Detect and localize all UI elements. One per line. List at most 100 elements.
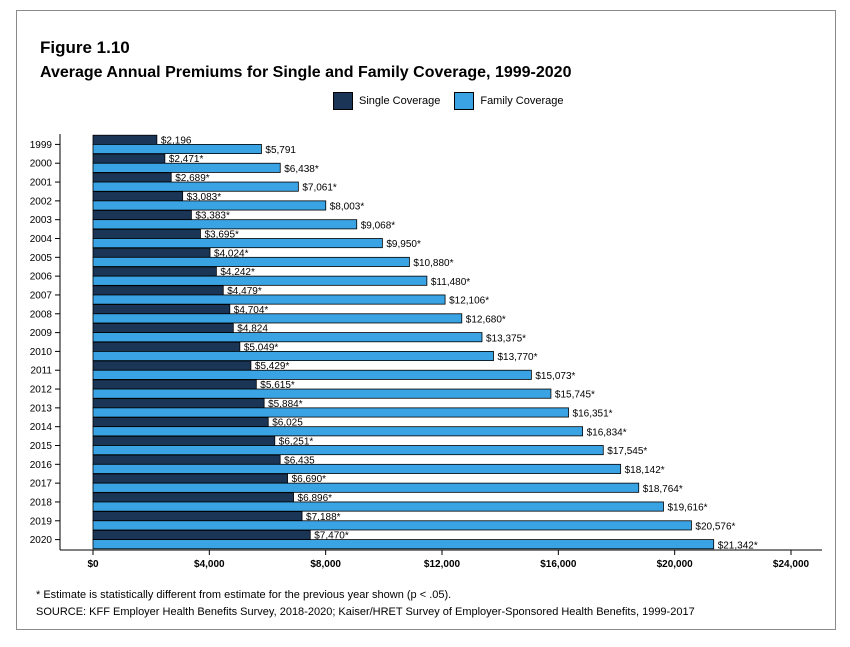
data-label-family: $8,003*: [330, 202, 365, 213]
bar-single-coverage: [92, 454, 281, 465]
bar-chart: $0 $4,000 $8,000 $12,000 $16,000 $20,000 $24,0…: [30, 134, 822, 570]
bar-single-coverage: [92, 529, 311, 540]
bar-family-coverage: [92, 313, 463, 324]
data-label-family: $9,950*: [386, 239, 421, 250]
data-label-single: $6,251*: [279, 437, 314, 448]
y-tick-label: 2001: [30, 178, 53, 189]
data-label-family: $12,106*: [449, 296, 489, 307]
bar-family-coverage: [92, 501, 664, 512]
bar-family-coverage: [92, 294, 446, 305]
bar-family-coverage: [92, 256, 410, 267]
y-tick-label: 2011: [30, 366, 52, 377]
data-label-family: $7,061*: [302, 183, 337, 194]
x-tick-label: $8,000: [310, 559, 341, 570]
x-tick-label: $24,000: [773, 559, 810, 570]
legend-item-single: Single Coverage: [333, 92, 440, 110]
data-label-single: $6,896*: [298, 493, 333, 504]
y-tick-label: 2007: [30, 290, 53, 301]
data-label-single: $4,704*: [234, 305, 269, 316]
data-label-family: $16,351*: [573, 409, 613, 420]
x-tick-label: $12,000: [424, 559, 461, 570]
y-tick-label: 2010: [30, 347, 53, 358]
bar-single-coverage: [92, 228, 201, 239]
data-label-single: $4,024*: [214, 248, 249, 259]
bar-family-coverage: [92, 482, 640, 493]
bar-single-coverage: [92, 285, 224, 296]
bar-family-coverage: [92, 539, 715, 550]
data-label-family: $5,791: [265, 145, 296, 156]
bar-single-coverage: [92, 417, 269, 428]
data-label-family: $15,745*: [555, 390, 595, 401]
bar-single-coverage: [92, 134, 158, 145]
data-label-family: $16,834*: [587, 427, 627, 438]
y-tick-label: 2002: [30, 196, 53, 207]
y-tick-label: 2017: [30, 479, 53, 490]
data-label-single: $4,242*: [220, 267, 255, 278]
bar-single-coverage: [92, 492, 294, 503]
bar-single-coverage: [92, 322, 234, 333]
data-label-single: $4,824: [237, 324, 268, 335]
bar-family-coverage: [92, 332, 483, 343]
bar-single-coverage: [92, 360, 252, 371]
bar-family-coverage: [92, 181, 299, 192]
bar-family-coverage: [92, 407, 569, 418]
data-label-single: $4,479*: [227, 286, 262, 297]
legend-swatch-single: [333, 92, 353, 110]
y-tick-label: 2014: [30, 422, 53, 433]
y-tick-label: 2005: [30, 253, 53, 264]
bar-family-coverage: [92, 144, 262, 155]
bar-family-coverage: [92, 426, 583, 437]
chart-legend: Single Coverage Family Coverage: [333, 92, 577, 110]
data-label-family: $18,142*: [625, 465, 665, 476]
data-label-single: $5,429*: [255, 361, 290, 372]
bar-single-coverage: [92, 304, 231, 315]
y-tick-label: 1999: [30, 140, 53, 151]
x-tick-label: $20,000: [657, 559, 694, 570]
bar-single-coverage: [92, 172, 172, 183]
data-label-family: $20,576*: [695, 521, 735, 532]
bar-family-coverage: [92, 200, 327, 211]
x-tick-label: $4,000: [194, 559, 225, 570]
bar-family-coverage: [92, 520, 692, 531]
bar-family-coverage: [92, 463, 622, 474]
data-label-single: $5,884*: [268, 399, 303, 410]
data-label-family: $17,545*: [607, 446, 647, 457]
bar-family-coverage: [92, 275, 428, 286]
x-tick-label: $0: [87, 559, 99, 570]
bar-single-coverage: [92, 511, 303, 522]
footnote: * Estimate is statistically different fr…: [36, 589, 452, 601]
legend-swatch-family: [454, 92, 475, 110]
data-label-single: $3,695*: [204, 230, 239, 241]
x-tick-label: $16,000: [540, 559, 577, 570]
data-label-single: $7,188*: [306, 512, 341, 523]
bar-family-coverage: [92, 369, 532, 380]
bar-single-coverage: [92, 473, 288, 484]
data-label-single: $6,025: [272, 418, 303, 429]
data-label-family: $6,438*: [284, 164, 319, 175]
y-tick-label: 2004: [30, 234, 53, 245]
data-label-single: $7,470*: [314, 531, 349, 542]
bar-family-coverage: [92, 445, 604, 456]
figure-label: Figure 1.10: [40, 38, 130, 57]
y-tick-label: 2019: [30, 516, 53, 527]
bar-family-coverage: [92, 238, 383, 249]
y-tick-label: 2018: [30, 497, 53, 508]
data-label-family: $15,073*: [535, 371, 575, 382]
data-label-single: $3,083*: [187, 192, 222, 203]
data-label-single: $2,689*: [175, 173, 210, 184]
y-tick-label: 2009: [30, 328, 53, 339]
bar-family-coverage: [92, 162, 281, 173]
bar-single-coverage: [92, 266, 217, 277]
y-tick-label: 2020: [30, 535, 53, 546]
y-tick-label: 2013: [30, 403, 53, 414]
data-label-single: $5,615*: [260, 380, 295, 391]
bar-family-coverage: [92, 388, 552, 399]
bar-single-coverage: [92, 341, 241, 352]
bar-single-coverage: [92, 153, 166, 164]
data-label-single: $2,471*: [169, 154, 204, 165]
y-tick-label: 2003: [30, 215, 53, 226]
chart-title: Average Annual Premiums for Single and F…: [40, 64, 572, 81]
bar-family-coverage: [92, 219, 358, 230]
y-tick-label: 2006: [30, 272, 53, 283]
data-label-family: $13,375*: [486, 333, 526, 344]
